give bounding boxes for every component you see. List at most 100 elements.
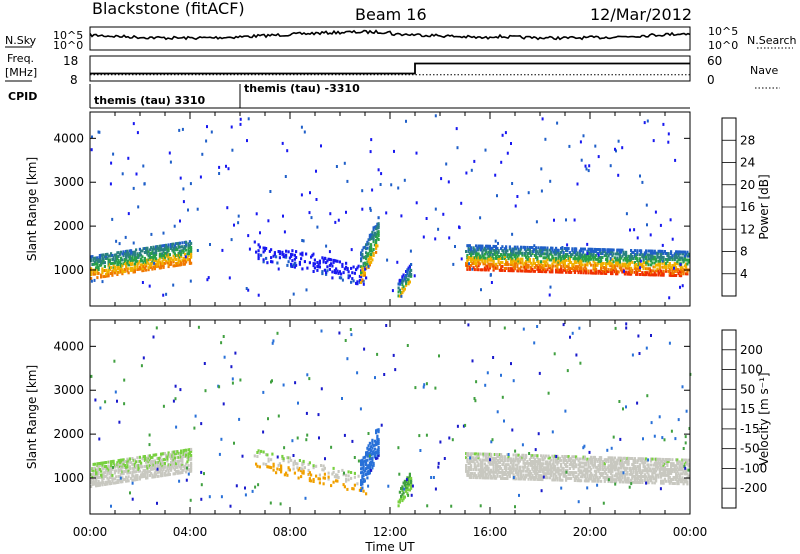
- power-sparse-cell: [437, 228, 439, 231]
- velocity-sparse-cell: [343, 472, 345, 475]
- power-cell: [493, 257, 495, 260]
- power-sparse-cell: [267, 219, 269, 222]
- cpid-segment-1: themis (tau) -3310: [244, 82, 360, 95]
- velocity-sparse-cell: [578, 327, 580, 330]
- velocity-cell: [263, 462, 265, 465]
- velocity-sparse-cell: [575, 354, 577, 357]
- power-sparse-cell: [282, 142, 284, 145]
- power-sparse-cell: [674, 159, 676, 162]
- power-sparse-cell: [617, 174, 619, 177]
- power-cell: [501, 265, 503, 268]
- power-sparse-cell: [278, 268, 280, 271]
- power-cell: [584, 248, 586, 251]
- power-cell: [669, 262, 671, 265]
- y-tick-label: 3000: [53, 175, 84, 189]
- power-cell: [498, 249, 500, 252]
- y-tick-label: 1000: [53, 471, 84, 485]
- power-cell: [265, 257, 267, 260]
- power-cell: [309, 261, 311, 264]
- power-sparse-cell: [544, 138, 546, 141]
- power-cell: [365, 276, 367, 279]
- velocity-sparse-cell: [110, 505, 112, 508]
- velocity-sparse-cell: [245, 493, 247, 496]
- velocity-sparse-cell: [283, 384, 285, 387]
- power-cell: [663, 270, 665, 273]
- velocity-cell: [310, 479, 312, 482]
- velocity-cell: [688, 463, 690, 466]
- velocity-sparse-cell: [383, 373, 385, 376]
- velocity-sparse-cell: [514, 505, 516, 508]
- power-sparse-cell: [541, 190, 543, 193]
- power-sparse-cell: [393, 150, 395, 153]
- velocity-cell: [536, 454, 538, 457]
- power-sparse-cell: [344, 162, 346, 165]
- power-sparse-cell: [294, 262, 296, 265]
- velocity-sparse-cell: [503, 420, 505, 423]
- velocity-sparse-cell: [569, 336, 571, 339]
- velocity-cell: [256, 465, 258, 468]
- power-sparse-cell: [286, 149, 288, 152]
- velocity-sparse-cell: [358, 460, 360, 463]
- velocity-sparse-cell: [234, 352, 236, 355]
- velocity-cell: [688, 475, 690, 478]
- power-sparse-cell: [320, 144, 322, 147]
- power-sparse-cell: [284, 230, 286, 233]
- power-cell: [505, 245, 507, 248]
- velocity-sparse-cell: [407, 344, 409, 347]
- velocity-sparse-cell: [629, 486, 631, 489]
- velocity-cell: [626, 471, 628, 474]
- velocity-sparse-cell: [639, 352, 641, 355]
- velocity-cell: [333, 481, 335, 484]
- velocity-sparse-cell: [129, 491, 131, 494]
- velocity-sparse-cell: [381, 424, 383, 427]
- velocity-sparse-cell: [123, 379, 125, 382]
- power-cell: [378, 216, 380, 219]
- velocity-sparse-cell: [682, 385, 684, 388]
- power-cell: [521, 270, 523, 273]
- velocity-cell: [369, 442, 371, 445]
- velocity-sparse-cell: [175, 426, 177, 429]
- velocity-sparse-cell: [434, 387, 436, 390]
- velocity-sparse-cell: [543, 476, 545, 479]
- velocity-sparse-cell: [186, 467, 188, 470]
- velocity-cell: [479, 453, 481, 456]
- velocity-sparse-cell: [567, 369, 569, 372]
- velocity-cell: [650, 464, 652, 467]
- power-cell: [378, 230, 380, 233]
- y-tick-label: 2000: [53, 219, 84, 233]
- velocity-sparse-cell: [654, 435, 656, 438]
- velocity-sparse-cell: [625, 405, 627, 408]
- velocity-sparse-cell: [596, 484, 598, 487]
- power-sparse-cell: [610, 257, 612, 260]
- velocity-sparse-cell: [412, 485, 414, 488]
- power-cell: [370, 243, 372, 246]
- power-sparse-cell: [549, 180, 551, 183]
- velocity-sparse-cell: [611, 447, 613, 450]
- power-sparse-cell: [653, 139, 655, 142]
- velocity-sparse-cell: [220, 438, 222, 441]
- power-sparse-cell: [442, 213, 444, 216]
- velocity-sparse-cell: [393, 354, 395, 357]
- power-sparse-cell: [370, 138, 372, 141]
- power-sparse-cell: [246, 139, 248, 142]
- power-cell: [409, 281, 411, 284]
- power-sparse-cell: [142, 281, 144, 284]
- power-panel-frame: [90, 112, 690, 306]
- power-cell: [263, 258, 265, 261]
- velocity-sparse-cell: [305, 438, 307, 441]
- power-sparse-cell: [680, 263, 682, 266]
- velocity-sparse-cell: [141, 364, 143, 367]
- velocity-cell: [315, 475, 317, 478]
- velocity-cell: [470, 464, 472, 467]
- velocity-sparse-cell: [448, 437, 450, 440]
- power-cell: [508, 263, 510, 266]
- power-sparse-cell: [637, 236, 639, 239]
- power-sparse-cell: [363, 283, 365, 286]
- power-cell: [169, 253, 171, 256]
- freq-panel-frame: [90, 56, 690, 81]
- power-sparse-cell: [574, 219, 576, 222]
- velocity-sparse-cell: [645, 482, 647, 485]
- velocity-sparse-cell: [346, 357, 348, 360]
- power-cell: [349, 275, 351, 278]
- velocity-sparse-cell: [294, 381, 296, 384]
